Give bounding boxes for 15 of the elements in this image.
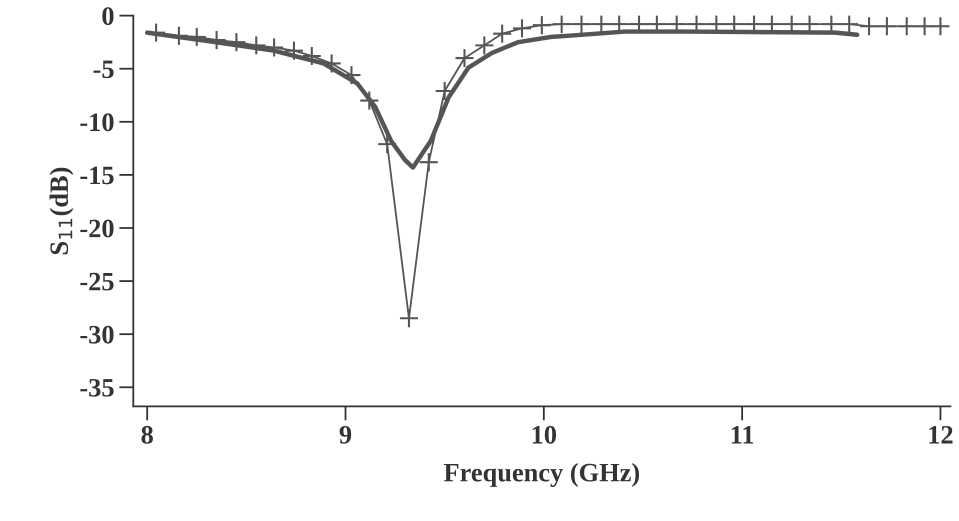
y-tick-label: 0 [102, 7, 114, 26]
x-axis-title: Frequency (GHz) [444, 462, 640, 487]
y-tick-label: -30 [80, 326, 114, 344]
y-tick-label: -20 [80, 220, 114, 238]
y-tick-label: -5 [94, 60, 114, 78]
x-tick-label: 12 [929, 426, 953, 444]
y-tick-label: -25 [80, 272, 114, 290]
x-tick-label: 11 [732, 426, 754, 444]
y-axis-title: S$_{11}$(dB) [50, 168, 74, 254]
x-tick-label: 10 [532, 426, 556, 444]
y-tick-label: -10 [80, 113, 114, 132]
x-tick-label: 8 [141, 426, 153, 444]
y-tick-label: -35 [80, 378, 114, 397]
y-tick-label: -15 [80, 166, 114, 184]
x-tick-label: 9 [340, 426, 352, 444]
